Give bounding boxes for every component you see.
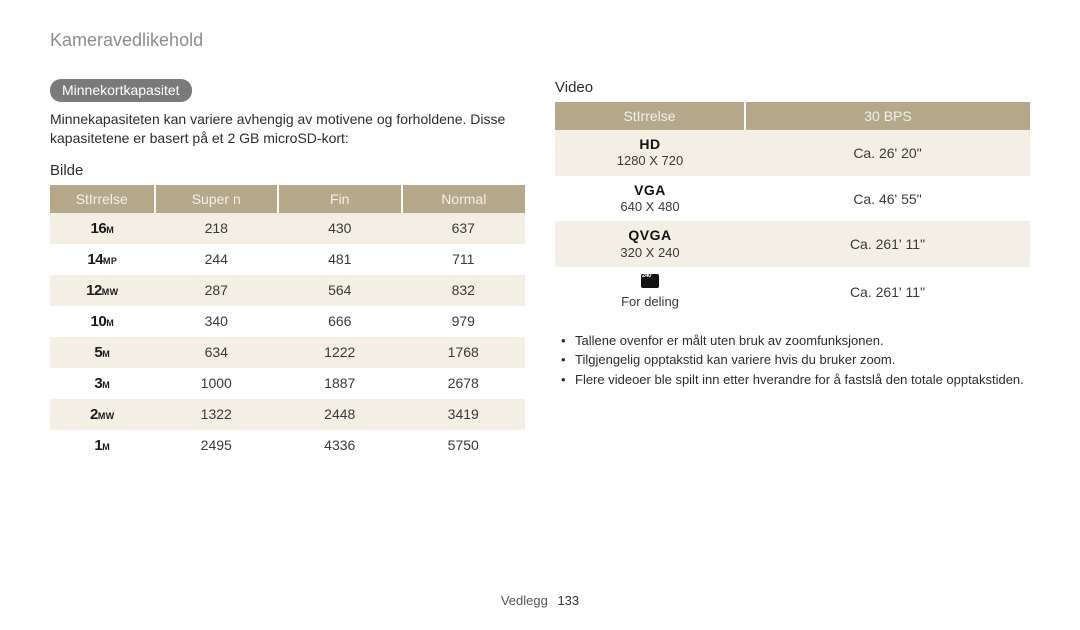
table-row: 16M218430637 [50,213,525,244]
value-cell: 2448 [278,399,402,430]
value-cell: 1222 [278,337,402,368]
bilde-heading: Bilde [50,162,525,179]
col-header: StIrrelse [50,185,155,213]
video-size-cell: HD1280 X 720 [555,130,745,176]
section-tag: Minnekortkapasitet [50,79,192,102]
video-value-cell: Ca. 261' 11" [745,267,1030,317]
bilde-table: StIrrelse Super n Fin Normal 16M21843063… [50,185,525,461]
value-cell: 218 [155,213,279,244]
value-cell: 2495 [155,430,279,461]
page-footer: Vedlegg 133 [0,593,1080,608]
value-cell: 430 [278,213,402,244]
value-cell: 340 [155,306,279,337]
sharing-icon [641,274,659,288]
video-size-cell: VGA640 X 480 [555,176,745,222]
video-table: StIrrelse 30 BPS HD1280 X 720Ca. 26' 20"… [555,102,1030,317]
intro-text: Minnekapasiteten kan variere avhengig av… [50,110,525,148]
note-item: Flere videoer ble spilt inn etter hveran… [561,370,1030,390]
value-cell: 666 [278,306,402,337]
table-row: 10M340666979 [50,306,525,337]
table-header-row: StIrrelse Super n Fin Normal [50,185,525,213]
size-cell: 1M [50,430,155,461]
video-notes: Tallene ovenfor er målt uten bruk av zoo… [555,331,1030,390]
col-header: StIrrelse [555,102,745,130]
table-row: For delingCa. 261' 11" [555,267,1030,317]
value-cell: 481 [278,244,402,275]
table-row: 14MP244481711 [50,244,525,275]
video-value-cell: Ca. 46' 55" [745,176,1030,222]
col-header: Normal [402,185,526,213]
value-cell: 1322 [155,399,279,430]
size-cell: 14MP [50,244,155,275]
size-cell: 2MW [50,399,155,430]
video-size-cell: For deling [555,267,745,317]
video-value-cell: Ca. 261' 11" [745,221,1030,267]
page-title: Kameravedlikehold [50,30,1030,51]
size-cell: 12MW [50,275,155,306]
value-cell: 287 [155,275,279,306]
right-column: Video StIrrelse 30 BPS HD1280 X 720Ca. 2… [555,79,1030,461]
value-cell: 2678 [402,368,526,399]
table-row: 12MW287564832 [50,275,525,306]
size-cell: 16M [50,213,155,244]
video-heading: Video [555,79,1030,96]
value-cell: 1887 [278,368,402,399]
col-header: 30 BPS [745,102,1030,130]
footer-section: Vedlegg [501,593,548,608]
note-item: Tallene ovenfor er målt uten bruk av zoo… [561,331,1030,351]
note-item: Tilgjengelig opptakstid kan variere hvis… [561,350,1030,370]
size-cell: 5M [50,337,155,368]
value-cell: 5750 [402,430,526,461]
value-cell: 244 [155,244,279,275]
table-header-row: StIrrelse 30 BPS [555,102,1030,130]
table-row: HD1280 X 720Ca. 26' 20" [555,130,1030,176]
value-cell: 4336 [278,430,402,461]
left-column: Minnekortkapasitet Minnekapasiteten kan … [50,79,525,461]
value-cell: 3419 [402,399,526,430]
value-cell: 1000 [155,368,279,399]
video-value-cell: Ca. 26' 20" [745,130,1030,176]
col-header: Super n [155,185,279,213]
value-cell: 832 [402,275,526,306]
size-cell: 3M [50,368,155,399]
value-cell: 1768 [402,337,526,368]
value-cell: 637 [402,213,526,244]
table-row: 2MW132224483419 [50,399,525,430]
table-row: 3M100018872678 [50,368,525,399]
table-row: VGA640 X 480Ca. 46' 55" [555,176,1030,222]
table-row: 5M63412221768 [50,337,525,368]
col-header: Fin [278,185,402,213]
value-cell: 711 [402,244,526,275]
value-cell: 564 [278,275,402,306]
value-cell: 634 [155,337,279,368]
value-cell: 979 [402,306,526,337]
table-row: QVGA320 X 240Ca. 261' 11" [555,221,1030,267]
footer-page-number: 133 [557,593,579,608]
table-row: 1M249543365750 [50,430,525,461]
size-cell: 10M [50,306,155,337]
video-size-cell: QVGA320 X 240 [555,221,745,267]
